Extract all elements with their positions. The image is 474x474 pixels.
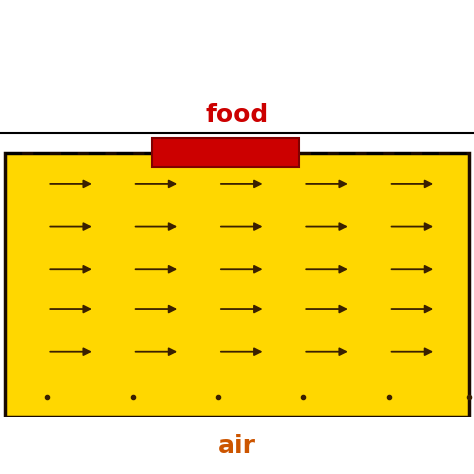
Text: food: food <box>205 103 269 127</box>
Text: air: air <box>218 434 256 457</box>
Bar <box>152 138 299 167</box>
